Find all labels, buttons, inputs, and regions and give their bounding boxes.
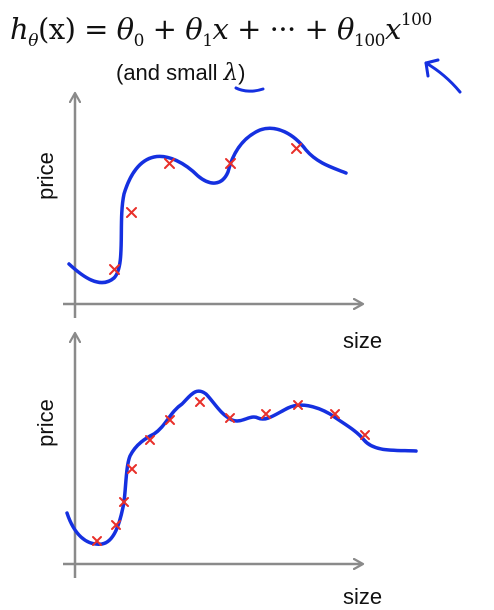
formula-plus-2: + xyxy=(228,12,270,46)
note-prefix: (and small xyxy=(116,60,224,85)
note-lambda: λ xyxy=(223,60,239,86)
plot-top-fit-curve xyxy=(67,126,348,285)
data-point xyxy=(164,158,175,169)
data-point xyxy=(109,264,120,275)
plot-bottom-xlabel: size xyxy=(343,584,383,609)
data-point xyxy=(195,397,205,407)
formula-exponent: 100 xyxy=(400,10,432,30)
formula-theta0: θ xyxy=(116,12,134,46)
data-point xyxy=(165,415,175,425)
data-point xyxy=(291,143,302,154)
regularization-note: (and small λ) xyxy=(116,60,246,86)
hypothesis-formula: hθ(x) = θ0 + θ1x + ··· + θ100x100 xyxy=(10,10,432,51)
formula-plus-1: + xyxy=(143,12,186,46)
formula-arg: (x) xyxy=(37,12,76,46)
data-point xyxy=(127,464,137,474)
data-point xyxy=(261,409,271,419)
formula-lhs-sub: θ xyxy=(28,31,38,51)
data-point xyxy=(225,158,236,169)
hand-drawn-arrow-icon xyxy=(424,58,462,94)
data-point xyxy=(145,435,155,445)
formula-theta0-sub: 0 xyxy=(133,31,145,51)
data-point xyxy=(330,409,340,419)
plot-top xyxy=(63,94,362,318)
formula-theta1-sub: 1 xyxy=(202,31,213,51)
underline-stroke-icon xyxy=(234,86,265,93)
plot-bottom-ylabel: price xyxy=(32,399,58,447)
data-point xyxy=(360,430,370,440)
data-point xyxy=(126,207,137,218)
plot-bottom xyxy=(63,334,418,578)
formula-plus-3: + xyxy=(295,12,338,46)
plot-top-ylabel: price xyxy=(32,152,58,200)
formula-theta100-sub: 100 xyxy=(354,31,385,51)
formula-dots: ··· xyxy=(269,12,297,46)
formula-theta100: θ xyxy=(337,12,354,46)
plot-top-xlabel: size xyxy=(343,328,383,353)
formula-theta1-var: x xyxy=(212,12,229,46)
data-point xyxy=(111,520,121,530)
formula-lhs: h xyxy=(10,12,29,46)
data-point xyxy=(225,413,235,423)
formula-equals: = xyxy=(75,12,117,46)
formula-theta1: θ xyxy=(185,12,203,46)
note-suffix: ) xyxy=(238,60,246,85)
data-point xyxy=(92,536,102,546)
data-point xyxy=(119,497,129,507)
formula-theta100-var: x xyxy=(384,12,401,46)
data-point xyxy=(293,400,303,410)
